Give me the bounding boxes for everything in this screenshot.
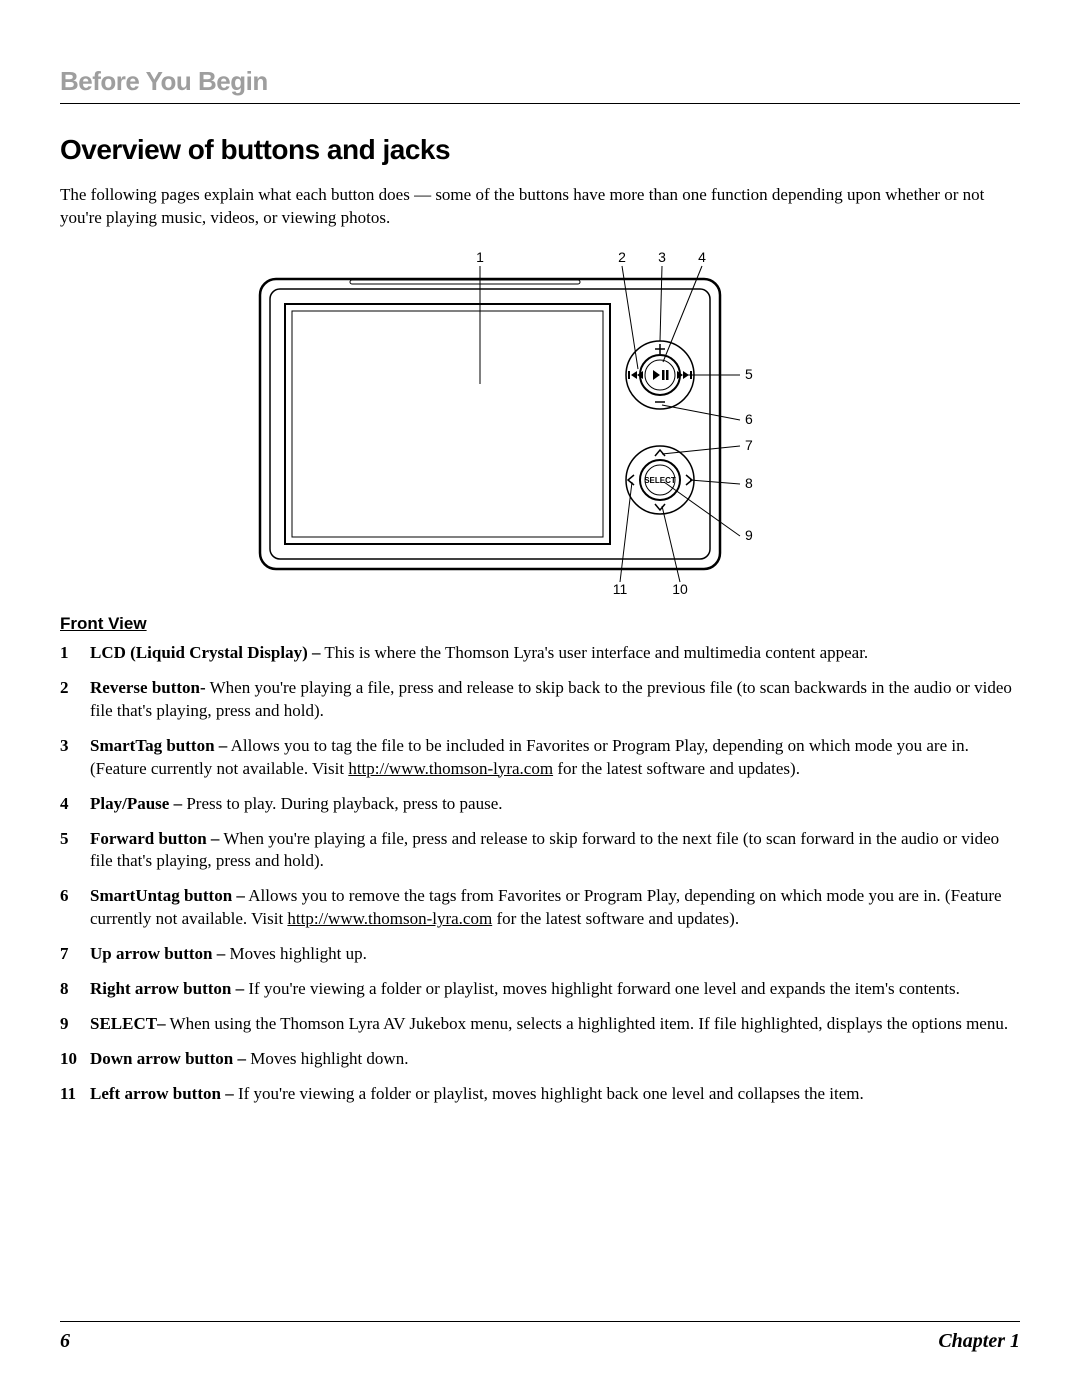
- select-label: SELECT: [644, 476, 676, 485]
- legend-term: LCD (Liquid Crystal Display) –: [90, 643, 320, 662]
- legend-item: SmartTag button – Allows you to tag the …: [60, 735, 1020, 781]
- header-rule: [60, 103, 1020, 104]
- legend-term: Forward button –: [90, 829, 219, 848]
- callout-4: 4: [698, 249, 706, 265]
- legend-item: LCD (Liquid Crystal Display) – This is w…: [60, 642, 1020, 665]
- chapter-label: Chapter 1: [938, 1330, 1020, 1353]
- legend-desc: If you're viewing a folder or playlist, …: [244, 979, 960, 998]
- legend-term: SmartTag button –: [90, 736, 227, 755]
- device-svg: 1 2 3 4 5 6 7 8 9 10 11: [220, 244, 860, 604]
- callout-1: 1: [476, 249, 484, 265]
- legend-list: LCD (Liquid Crystal Display) – This is w…: [60, 642, 1020, 1106]
- legend-desc-after: for the latest software and updates).: [553, 759, 800, 778]
- callout-10: 10: [672, 581, 688, 597]
- legend-term: SELECT–: [90, 1014, 166, 1033]
- legend-desc: Moves highlight up.: [225, 944, 367, 963]
- callout-7: 7: [745, 437, 753, 453]
- breadcrumb: Before You Begin: [60, 66, 1020, 97]
- device-diagram: 1 2 3 4 5 6 7 8 9 10 11: [60, 244, 1020, 604]
- legend-desc: When you're playing a file, press and re…: [90, 829, 999, 871]
- footer-rule: [60, 1321, 1020, 1322]
- legend-url[interactable]: http://www.thomson-lyra.com: [287, 909, 492, 928]
- manual-page: Before You Begin Overview of buttons and…: [0, 0, 1080, 1397]
- legend-term: Left arrow button –: [90, 1084, 234, 1103]
- legend-term: Right arrow button –: [90, 979, 244, 998]
- intro-paragraph: The following pages explain what each bu…: [60, 184, 1020, 230]
- callout-5: 5: [745, 366, 753, 382]
- legend-item: Up arrow button – Moves highlight up.: [60, 943, 1020, 966]
- callout-2: 2: [618, 249, 626, 265]
- page-number: 6: [60, 1330, 70, 1353]
- section-title: Overview of buttons and jacks: [60, 134, 1020, 166]
- front-view-subhead: Front View: [60, 614, 1020, 634]
- callout-8: 8: [745, 475, 753, 491]
- legend-item: Down arrow button – Moves highlight down…: [60, 1048, 1020, 1071]
- callout-9: 9: [745, 527, 753, 543]
- legend-item: SmartUntag button – Allows you to remove…: [60, 885, 1020, 931]
- legend-term: Up arrow button –: [90, 944, 225, 963]
- legend-desc: Moves highlight down.: [246, 1049, 408, 1068]
- legend-desc-after: for the latest software and updates).: [492, 909, 739, 928]
- legend-term: Play/Pause –: [90, 794, 182, 813]
- legend-desc: Press to play. During playback, press to…: [182, 794, 502, 813]
- legend-item: Reverse button- When you're playing a fi…: [60, 677, 1020, 723]
- legend-desc: When using the Thomson Lyra AV Jukebox m…: [166, 1014, 1009, 1033]
- legend-item: Right arrow button – If you're viewing a…: [60, 978, 1020, 1001]
- legend-item: SELECT– When using the Thomson Lyra AV J…: [60, 1013, 1020, 1036]
- legend-desc: When you're playing a file, press and re…: [90, 678, 1012, 720]
- legend-desc: This is where the Thomson Lyra's user in…: [320, 643, 868, 662]
- page-footer: 6 Chapter 1: [60, 1321, 1020, 1353]
- legend-item: Play/Pause – Press to play. During playb…: [60, 793, 1020, 816]
- legend-term: Down arrow button –: [90, 1049, 246, 1068]
- callout-3: 3: [658, 249, 666, 265]
- legend-term: SmartUntag button –: [90, 886, 245, 905]
- callout-11: 11: [613, 581, 628, 597]
- legend-url[interactable]: http://www.thomson-lyra.com: [348, 759, 553, 778]
- legend-item: Forward button – When you're playing a f…: [60, 828, 1020, 874]
- legend-desc: If you're viewing a folder or playlist, …: [234, 1084, 864, 1103]
- callout-6: 6: [745, 411, 753, 427]
- legend-term: Reverse button-: [90, 678, 206, 697]
- legend-item: Left arrow button – If you're viewing a …: [60, 1083, 1020, 1106]
